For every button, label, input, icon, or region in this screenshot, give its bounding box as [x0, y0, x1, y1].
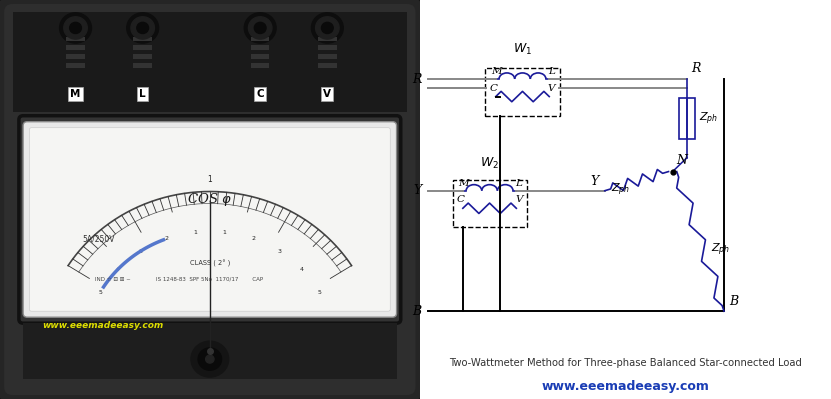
Text: 4: 4: [300, 267, 304, 272]
Text: 5A/250V: 5A/250V: [82, 235, 115, 244]
Circle shape: [254, 22, 266, 34]
Text: 1: 1: [223, 230, 227, 235]
Bar: [485, 68, 559, 116]
Bar: [66, 63, 85, 68]
Text: L: L: [548, 67, 555, 76]
Text: C: C: [457, 195, 465, 204]
Bar: [66, 54, 85, 59]
Bar: [453, 180, 527, 227]
Bar: [66, 37, 85, 41]
Text: $Z_{ph}$: $Z_{ph}$: [711, 241, 730, 258]
Text: Two-Wattmeter Method for Three-phase Balanced Star-connected Load: Two-Wattmeter Method for Three-phase Bal…: [449, 358, 802, 368]
Text: www.eeemadeeasy.com: www.eeemadeeasy.com: [541, 380, 710, 393]
FancyBboxPatch shape: [23, 122, 396, 317]
Text: M: M: [71, 89, 81, 99]
Bar: [251, 54, 269, 59]
Bar: [134, 63, 152, 68]
Text: M: M: [459, 178, 469, 188]
Text: COS $\varphi$: COS $\varphi$: [187, 191, 233, 208]
Bar: [251, 63, 269, 68]
Circle shape: [127, 13, 159, 43]
Bar: [134, 54, 152, 59]
Text: 3: 3: [138, 249, 142, 254]
Text: R: R: [691, 62, 701, 75]
Text: 3: 3: [278, 249, 282, 254]
Bar: [679, 98, 695, 139]
Bar: [251, 45, 269, 50]
Bar: [134, 37, 152, 41]
Text: 5: 5: [98, 290, 102, 294]
Circle shape: [322, 22, 333, 34]
Bar: [132, 24, 153, 80]
Text: CLASS ( 2° ): CLASS ( 2° ): [189, 260, 230, 267]
Bar: [66, 45, 85, 50]
Circle shape: [205, 355, 214, 363]
Bar: [23, 323, 396, 379]
Text: 2: 2: [165, 236, 169, 241]
FancyBboxPatch shape: [19, 116, 401, 323]
Text: 4: 4: [116, 267, 120, 272]
FancyBboxPatch shape: [4, 4, 415, 395]
Text: C: C: [489, 83, 498, 93]
Text: Y: Y: [590, 174, 598, 188]
Bar: [12, 12, 407, 112]
Bar: [134, 45, 152, 50]
Circle shape: [198, 348, 222, 370]
FancyBboxPatch shape: [0, 0, 424, 399]
Text: IS 1248-83  SPF 5No  1170/17        CAP: IS 1248-83 SPF 5No 1170/17 CAP: [156, 277, 263, 282]
Circle shape: [70, 22, 81, 34]
Text: $W_1$: $W_1$: [513, 41, 532, 57]
Circle shape: [244, 13, 276, 43]
Text: N: N: [676, 154, 687, 167]
Bar: [249, 24, 271, 80]
Text: 1: 1: [193, 230, 197, 235]
Circle shape: [191, 341, 229, 377]
Circle shape: [131, 17, 155, 39]
Text: R: R: [412, 73, 421, 85]
Text: B: B: [412, 305, 421, 318]
Text: V: V: [323, 89, 332, 99]
Bar: [318, 37, 337, 41]
Circle shape: [312, 13, 343, 43]
Text: V: V: [515, 195, 523, 204]
Bar: [317, 24, 338, 80]
Text: 2: 2: [251, 236, 255, 241]
Text: V: V: [548, 83, 555, 93]
Text: L: L: [515, 178, 523, 188]
Circle shape: [60, 13, 91, 43]
Text: $W_2$: $W_2$: [480, 156, 499, 171]
FancyBboxPatch shape: [29, 128, 391, 311]
Text: Y: Y: [414, 184, 421, 197]
Bar: [65, 24, 86, 80]
Text: $Z_{ph}$: $Z_{ph}$: [699, 110, 718, 126]
Bar: [318, 54, 337, 59]
Text: M: M: [491, 67, 502, 76]
Text: 5: 5: [317, 290, 322, 294]
Text: $Z_{ph}$: $Z_{ph}$: [611, 181, 630, 198]
Text: IND ☆ ⊟ ⊞ ~: IND ☆ ⊟ ⊞ ~: [96, 277, 131, 282]
Bar: [318, 45, 337, 50]
Bar: [318, 63, 337, 68]
Text: www.eeemadeeasy.com: www.eeemadeeasy.com: [42, 321, 163, 330]
Circle shape: [316, 17, 339, 39]
Circle shape: [64, 17, 87, 39]
Text: 1: 1: [208, 174, 212, 184]
Text: B: B: [729, 295, 738, 308]
Text: C: C: [257, 89, 264, 99]
Circle shape: [248, 17, 272, 39]
Circle shape: [137, 22, 149, 34]
Text: L: L: [140, 89, 146, 99]
Bar: [251, 37, 269, 41]
